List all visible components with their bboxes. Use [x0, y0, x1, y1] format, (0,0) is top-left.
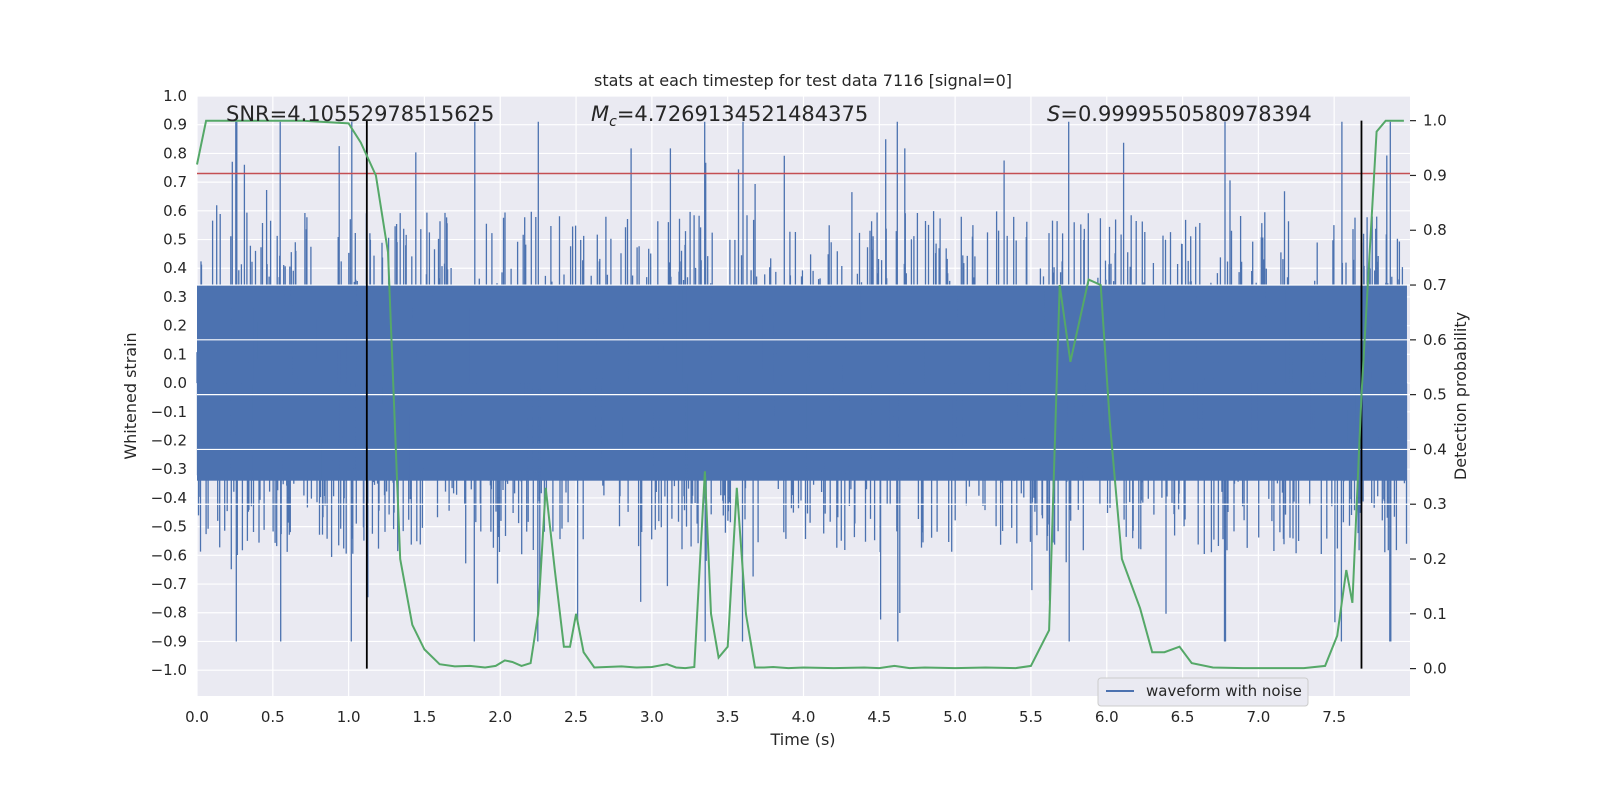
y-tick-label: 0.0 [163, 374, 187, 392]
snr-annotation: SNR=4.10552978515625 [226, 102, 494, 126]
x-axis-ticks: 0.0 0.5 1.0 1.5 2.0 2.5 3.0 3.5 4.0 4.5 5.0 5.5 6.0 6… [185, 708, 1346, 726]
y-tick-label: −0.9 [151, 632, 187, 650]
x-tick-label: 2.5 [564, 708, 588, 726]
y2-tick-label: 0.8 [1423, 221, 1447, 239]
y-tick-label: 0.3 [163, 288, 187, 306]
y2-axis-label: Detection probability [1451, 312, 1470, 480]
x-tick-label: 4.5 [867, 708, 891, 726]
y-tick-label: −1.0 [151, 661, 187, 679]
y-tick-label: 0.1 [163, 345, 187, 363]
y-tick-label: −0.2 [151, 431, 187, 449]
chirp-mass-annotation: Mc=4.7269134521484375 [591, 102, 868, 130]
x-tick-label: 7.0 [1246, 708, 1270, 726]
y-tick-label: −0.4 [151, 489, 187, 507]
legend-box [1097, 677, 1309, 707]
y2-tick-label: 0.5 [1423, 386, 1447, 404]
s-annotation: S=0.9999550580978394 [1047, 102, 1312, 126]
x-tick-label: 5.5 [1019, 708, 1043, 726]
y2-tick-label: 0.4 [1423, 440, 1447, 458]
x-tick-label: 7.5 [1322, 708, 1346, 726]
y-axis-label: Whitened strain [121, 332, 140, 459]
x-tick-label: 4.0 [792, 708, 816, 726]
right-axis-grid [197, 284, 1410, 505]
x-tick-label: 0.5 [261, 708, 285, 726]
y-tick-label: 0.5 [163, 231, 187, 249]
y2-tick-label: 0.6 [1423, 331, 1447, 349]
y2-tick-label: 0.0 [1423, 660, 1447, 678]
y-tick-label: 1.0 [163, 87, 187, 105]
y2-tick-label: 0.7 [1423, 276, 1447, 294]
x-tick-label: 2.0 [488, 708, 512, 726]
waveform-series [196, 121, 1408, 642]
legend-label: waveform with noise [1146, 682, 1302, 700]
x-tick-label: 1.0 [337, 708, 361, 726]
x-tick-label: 3.5 [716, 708, 740, 726]
x-tick-label: 1.5 [413, 708, 437, 726]
y-tick-label: 0.9 [163, 116, 187, 134]
chirp-mass-symbol: M [591, 102, 609, 126]
y-tick-label: 0.4 [163, 259, 187, 277]
y-tick-label: 0.8 [163, 144, 187, 162]
chart-title: stats at each timestep for test data 711… [594, 71, 1012, 90]
y-tick-label: 0.7 [163, 173, 187, 191]
x-tick-label: 0.0 [185, 708, 209, 726]
legend: waveform with noise [1097, 677, 1309, 707]
s-value: =0.9999550580978394 [1060, 102, 1311, 126]
x-tick-label: 3.0 [640, 708, 664, 726]
y-tick-label: −0.8 [151, 604, 187, 622]
y-tick-label: −0.1 [151, 403, 187, 421]
detection-probability-line [196, 119, 1404, 670]
chirp-mass-value: =4.7269134521484375 [617, 102, 868, 126]
y-tick-label: −0.5 [151, 518, 187, 536]
y-axis-ticks: 1.0 0.9 0.8 0.7 0.6 0.5 0.4 0.3 0.2 0.1 0.0 −0.1 −0.… [151, 87, 187, 679]
y-tick-label: −0.3 [151, 460, 187, 478]
x-tick-label: 6.5 [1171, 708, 1195, 726]
y2-tick-label: 0.9 [1423, 166, 1447, 184]
x-axis-label: Time (s) [769, 730, 835, 749]
x-tick-label: 5.0 [943, 708, 967, 726]
y2-tick-label: 0.3 [1423, 495, 1447, 513]
y2-tick-label: 0.2 [1423, 550, 1447, 568]
chirp-mass-subscript: c [609, 114, 617, 130]
y2-tick-label: 0.1 [1423, 605, 1447, 623]
x-tick-label: 6.0 [1095, 708, 1119, 726]
y2-axis-ticks: 1.0 0.9 0.8 0.7 0.6 0.5 0.4 0.3 0.2 0.1 0.0 [1410, 112, 1447, 678]
y-tick-label: 0.6 [163, 202, 187, 220]
y2-tick-label: 1.0 [1423, 112, 1447, 130]
s-symbol: S [1047, 102, 1060, 126]
y-tick-label: −0.6 [151, 546, 187, 564]
y-tick-label: −0.7 [151, 575, 187, 593]
y-tick-label: 0.2 [163, 317, 187, 335]
